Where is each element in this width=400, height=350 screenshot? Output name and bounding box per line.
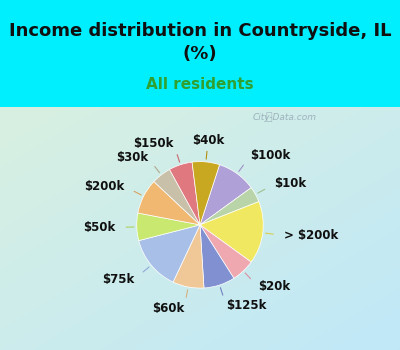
Text: $50k: $50k xyxy=(83,221,115,234)
Wedge shape xyxy=(139,225,200,282)
Text: City-Data.com: City-Data.com xyxy=(253,113,317,122)
Text: $125k: $125k xyxy=(226,299,267,312)
Text: Income distribution in Countryside, IL
(%): Income distribution in Countryside, IL (… xyxy=(9,22,391,63)
Text: $20k: $20k xyxy=(258,280,290,293)
Wedge shape xyxy=(200,202,263,262)
Wedge shape xyxy=(138,182,200,225)
Wedge shape xyxy=(200,225,234,288)
Text: $30k: $30k xyxy=(116,151,148,164)
Text: $100k: $100k xyxy=(250,149,290,162)
Wedge shape xyxy=(200,225,251,278)
Wedge shape xyxy=(137,213,200,240)
Wedge shape xyxy=(192,162,220,225)
Wedge shape xyxy=(170,162,200,225)
Text: $150k: $150k xyxy=(133,138,174,150)
Text: $10k: $10k xyxy=(275,177,307,190)
Text: All residents: All residents xyxy=(146,77,254,92)
Wedge shape xyxy=(200,188,259,225)
Text: $40k: $40k xyxy=(192,134,224,147)
Wedge shape xyxy=(154,169,200,225)
Wedge shape xyxy=(200,165,251,225)
Text: $200k: $200k xyxy=(84,180,124,193)
Text: $75k: $75k xyxy=(102,273,134,286)
Text: > $200k: > $200k xyxy=(284,229,339,242)
Text: ⓘ: ⓘ xyxy=(265,112,272,122)
Wedge shape xyxy=(173,225,204,288)
Text: $60k: $60k xyxy=(152,302,184,315)
